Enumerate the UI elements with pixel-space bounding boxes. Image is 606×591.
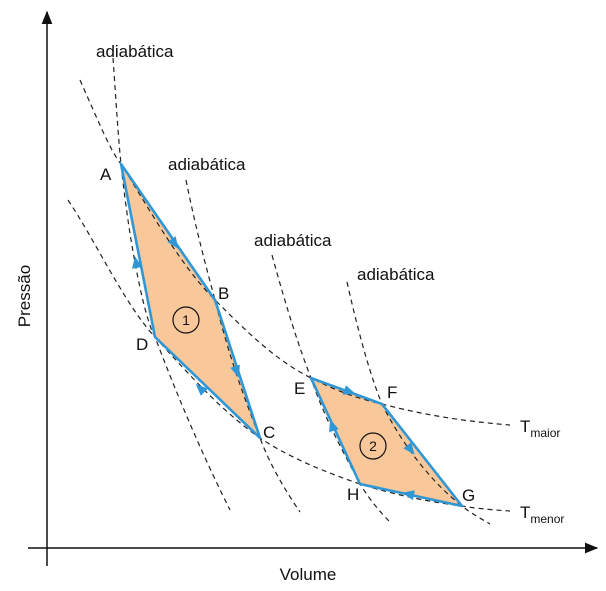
- arrow-g-h: [402, 490, 415, 501]
- cycle-2-path: [309, 376, 464, 508]
- point-c-label: C: [263, 423, 275, 442]
- arrow-c-d: [195, 383, 208, 396]
- cycle-2-area: [311, 378, 462, 506]
- point-b-label: B: [218, 284, 229, 303]
- isotherm-hot-label: Tmaior: [520, 417, 560, 440]
- arrow-a-b: [167, 236, 179, 249]
- arrow-e-f: [342, 385, 356, 395]
- isotherm-cold-label: Tmenor: [520, 503, 564, 526]
- adiabat-3-label: adiabática: [254, 231, 332, 250]
- adiabat-3: [271, 254, 391, 523]
- point-e-label: E: [294, 379, 305, 398]
- arrow-h-e: [329, 419, 339, 433]
- isotherm-cold-sub: menor: [530, 512, 564, 526]
- arrow-f-g: [403, 442, 415, 455]
- point-g-label: G: [462, 486, 475, 505]
- adiabat-1-label: adiabática: [96, 42, 174, 61]
- isotherm-hot-base: T: [520, 417, 530, 436]
- x-axis-label: Volume: [280, 565, 337, 584]
- cycle-1-label: 1: [182, 312, 190, 328]
- isotherm-hot-sub: maior: [530, 426, 560, 440]
- y-axis-label: Pressão: [15, 265, 34, 327]
- point-h-label: H: [347, 485, 359, 504]
- arrow-b-c: [230, 364, 240, 378]
- adiabat-2-label: adiabática: [168, 155, 246, 174]
- cycle-1-marker: [172, 306, 200, 334]
- adiabat-1: [112, 57, 231, 511]
- point-f-label: F: [387, 383, 397, 402]
- cycle-1-path: [119, 162, 262, 440]
- cycle-2-marker: [359, 432, 387, 460]
- adiabat-4-label: adiabática: [357, 265, 435, 284]
- arrow-d-a: [132, 256, 142, 269]
- cycle-2-label: 2: [369, 438, 377, 454]
- point-a-label: A: [100, 165, 112, 184]
- point-d-label: D: [136, 335, 148, 354]
- cycle-1-area: [121, 164, 260, 438]
- isotherm-cold-base: T: [520, 503, 530, 522]
